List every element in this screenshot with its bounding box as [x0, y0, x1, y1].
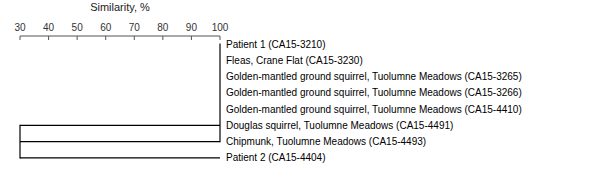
axis-label: Similarity, %: [90, 1, 150, 13]
leaf-label: Patient 2 (CA15-4404): [226, 152, 326, 163]
tick-label: 80: [157, 22, 169, 33]
branch: [20, 125, 220, 126]
leaf-label: Golden-mantled ground squirrel, Tuolumne…: [226, 87, 522, 98]
leaf-label: Chipmunk, Tuolumne Meadows (CA15-4493): [226, 136, 426, 147]
tick: [134, 36, 135, 40]
tick: [105, 36, 106, 40]
tick-label: 70: [129, 22, 141, 33]
leaf-label: Patient 1 (CA15-3210): [226, 39, 326, 50]
branch: [20, 141, 220, 142]
leaf-label: Fleas, Crane Flat (CA15-3230): [226, 55, 363, 66]
tick-label: 60: [100, 22, 112, 33]
tick-label: 40: [43, 22, 55, 33]
tick-label: 100: [212, 22, 229, 33]
tick-label: 30: [14, 22, 26, 33]
leaf-label: Golden-mantled ground squirrel, Tuolumne…: [226, 71, 522, 82]
branch: [20, 157, 220, 158]
tick: [48, 36, 49, 40]
tick: [162, 36, 163, 40]
leaf-label: Douglas squirrel, Tuolumne Meadows (CA15…: [226, 120, 453, 131]
tick-label: 50: [72, 22, 84, 33]
merge-line: [19, 125, 20, 158]
tick: [220, 36, 221, 40]
leaf-label: Golden-mantled ground squirrel, Tuolumne…: [226, 104, 522, 115]
chart: Similarity, % 30 40 50 60 70 80 90 100 Patient 1 …: [0, 0, 600, 171]
dendrogram: [20, 44, 220, 158]
tick: [20, 36, 21, 40]
merge-line: [219, 44, 220, 142]
axis-line: [20, 36, 220, 37]
tick: [77, 36, 78, 40]
tick-label: 90: [186, 22, 198, 33]
tick: [191, 36, 192, 40]
